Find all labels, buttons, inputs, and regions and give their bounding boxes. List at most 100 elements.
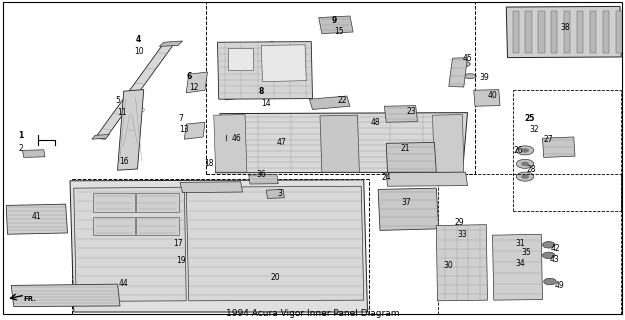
Polygon shape: [512, 11, 519, 53]
Text: 36: 36: [256, 170, 266, 179]
Text: 31: 31: [515, 239, 525, 248]
Circle shape: [516, 146, 534, 155]
Text: 29: 29: [454, 218, 464, 227]
Ellipse shape: [455, 61, 471, 67]
Polygon shape: [449, 58, 468, 87]
Bar: [92, 193, 135, 212]
Circle shape: [542, 242, 555, 248]
Polygon shape: [261, 45, 306, 82]
Polygon shape: [577, 11, 583, 53]
Text: 34: 34: [515, 260, 525, 268]
Text: 21: 21: [400, 144, 410, 153]
Polygon shape: [386, 142, 436, 172]
Text: 46: 46: [231, 134, 241, 143]
Text: 47: 47: [276, 138, 286, 147]
Polygon shape: [564, 11, 571, 53]
Text: 23: 23: [406, 108, 416, 116]
Polygon shape: [11, 284, 120, 307]
Circle shape: [224, 135, 236, 141]
Text: 38: 38: [561, 23, 571, 32]
Text: 11: 11: [117, 108, 127, 117]
Text: 48: 48: [370, 118, 380, 127]
Text: 15: 15: [334, 28, 344, 36]
Text: 5: 5: [115, 96, 120, 105]
Bar: [136, 217, 179, 235]
Text: 44: 44: [119, 279, 129, 288]
Polygon shape: [542, 137, 575, 157]
Text: 3: 3: [278, 189, 282, 198]
Text: 8: 8: [259, 87, 264, 96]
Text: 17: 17: [173, 239, 183, 248]
Polygon shape: [186, 72, 208, 93]
Circle shape: [557, 28, 572, 36]
Polygon shape: [526, 11, 532, 53]
Text: 18: 18: [204, 159, 214, 168]
Polygon shape: [216, 113, 468, 173]
Polygon shape: [92, 134, 109, 139]
Text: FR.: FR.: [24, 296, 37, 302]
Ellipse shape: [464, 74, 476, 78]
Text: 14: 14: [261, 99, 271, 108]
Text: 6: 6: [186, 72, 191, 81]
Text: 16: 16: [119, 157, 129, 166]
Text: 39: 39: [479, 73, 489, 82]
Circle shape: [277, 139, 288, 144]
Bar: [136, 193, 179, 212]
Circle shape: [602, 28, 617, 36]
Text: 41: 41: [31, 212, 41, 221]
Polygon shape: [186, 186, 364, 301]
Polygon shape: [222, 42, 300, 100]
Polygon shape: [74, 187, 186, 301]
Polygon shape: [616, 11, 622, 53]
Text: 45: 45: [462, 54, 472, 63]
Circle shape: [521, 175, 529, 179]
Text: 40: 40: [488, 92, 498, 100]
Text: 19: 19: [176, 256, 186, 265]
Polygon shape: [506, 6, 621, 58]
Polygon shape: [249, 174, 278, 184]
Text: 2: 2: [18, 144, 23, 153]
Circle shape: [521, 148, 529, 152]
Bar: [92, 217, 135, 235]
Polygon shape: [474, 90, 500, 106]
Circle shape: [369, 114, 381, 120]
Polygon shape: [602, 11, 609, 53]
Text: 13: 13: [179, 125, 189, 134]
Polygon shape: [70, 180, 368, 312]
Polygon shape: [590, 11, 596, 53]
Polygon shape: [538, 11, 544, 53]
Circle shape: [534, 28, 549, 36]
Text: 4: 4: [136, 36, 141, 44]
Polygon shape: [309, 96, 350, 109]
Circle shape: [516, 159, 534, 168]
Polygon shape: [180, 182, 243, 193]
Polygon shape: [95, 43, 174, 139]
Polygon shape: [22, 150, 45, 157]
Text: 35: 35: [521, 248, 531, 257]
Polygon shape: [214, 115, 247, 172]
Circle shape: [521, 162, 529, 166]
Circle shape: [516, 172, 534, 181]
Polygon shape: [386, 172, 468, 186]
Text: 27: 27: [544, 135, 554, 144]
Circle shape: [542, 252, 555, 259]
Polygon shape: [118, 90, 144, 170]
Text: 26: 26: [514, 146, 524, 155]
Polygon shape: [6, 204, 68, 234]
Polygon shape: [159, 41, 182, 46]
Polygon shape: [217, 42, 312, 99]
Text: 1994 Acura Vigor Inner Panel Diagram: 1994 Acura Vigor Inner Panel Diagram: [226, 309, 399, 318]
Polygon shape: [266, 189, 284, 198]
Text: 37: 37: [401, 198, 411, 207]
Text: 20: 20: [270, 273, 280, 282]
Text: 33: 33: [458, 230, 468, 239]
Text: 9: 9: [332, 16, 337, 25]
Text: 43: 43: [550, 255, 560, 264]
Circle shape: [544, 278, 556, 285]
Polygon shape: [492, 234, 542, 300]
Text: 30: 30: [444, 261, 454, 270]
Polygon shape: [551, 11, 558, 53]
Text: 49: 49: [554, 281, 564, 290]
Text: 24: 24: [381, 173, 391, 182]
Circle shape: [579, 28, 594, 36]
